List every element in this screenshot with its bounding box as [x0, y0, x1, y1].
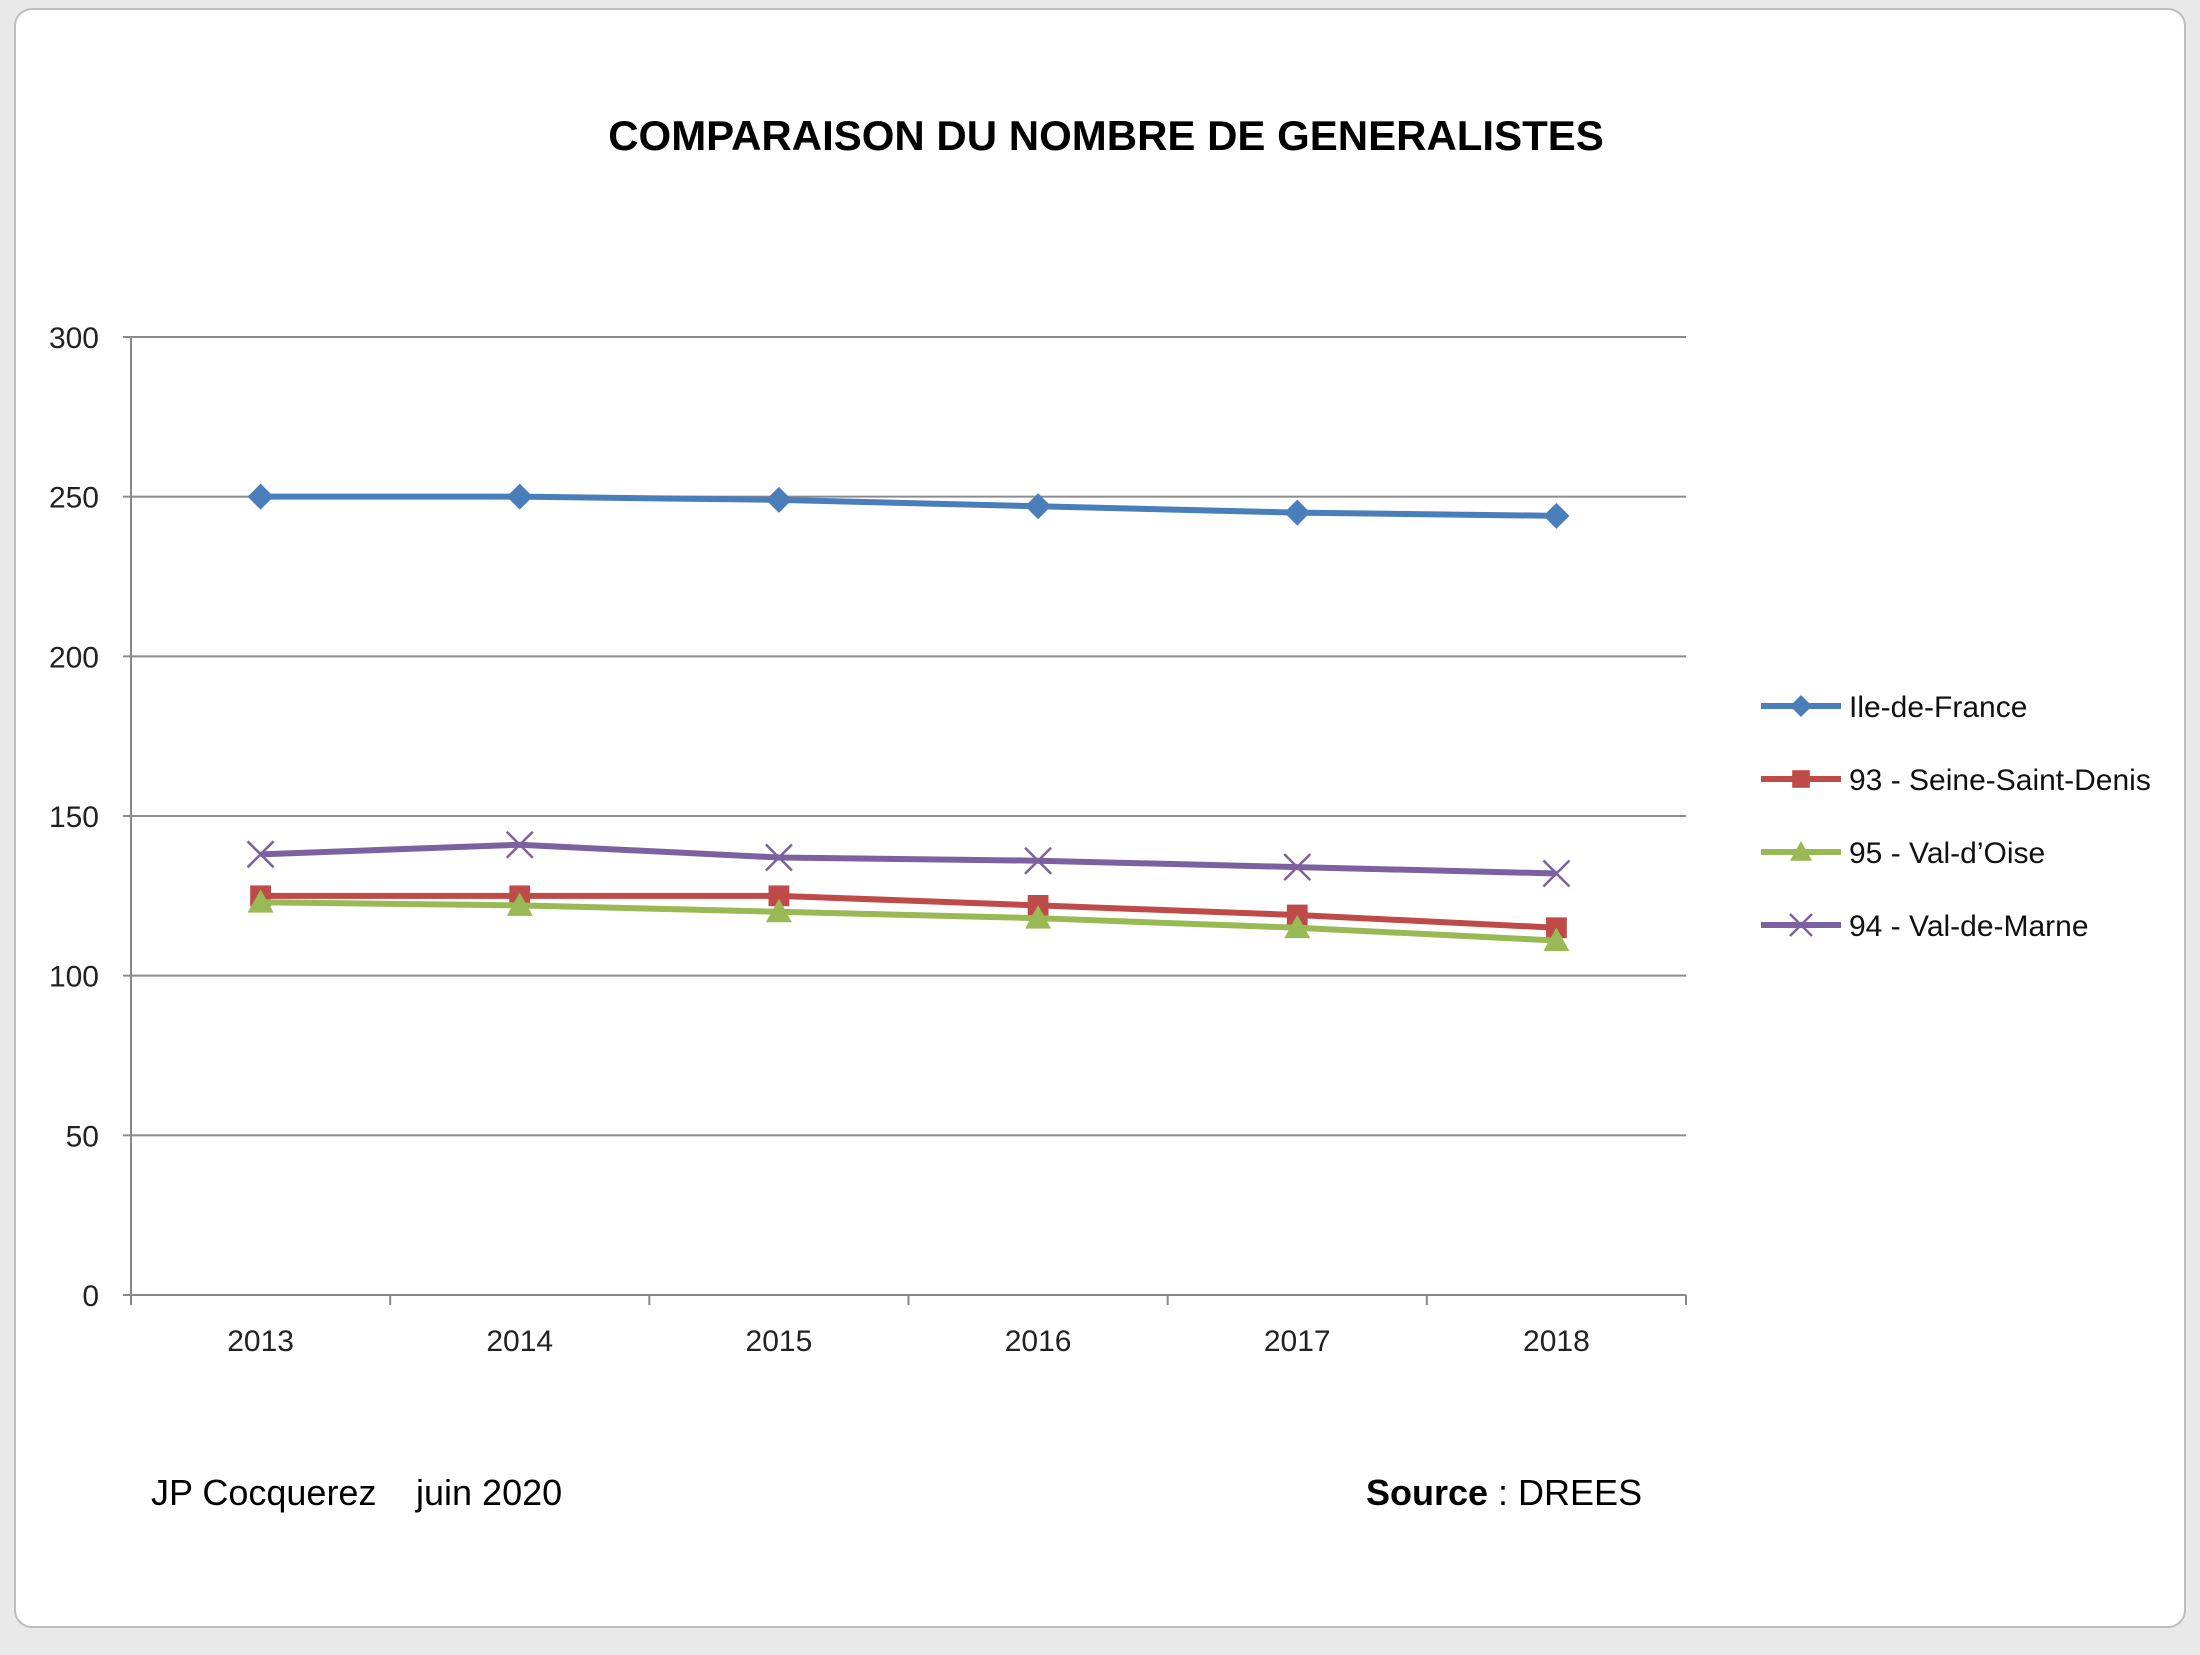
legend-item-2: 95 - Val-d’Oise: [1761, 837, 2045, 870]
marker-x-stroke: [1789, 913, 1813, 937]
marker-diamond: [765, 486, 792, 513]
axes: 0 50 100 150 200 250 300 2013 2014 2015 2016 2017 20…: [49, 322, 1687, 1358]
marker-square: [1792, 770, 1810, 788]
footer-date: juin 2020: [415, 1472, 562, 1513]
marker-x: [1789, 913, 1813, 937]
series-2: [247, 889, 1570, 951]
y-tick-label: 200: [49, 641, 99, 674]
legend-item-3: 94 - Val-de-Marne: [1761, 910, 2089, 943]
series-3: [246, 830, 1571, 888]
series-line: [260, 899, 1557, 944]
marker-triangle: [765, 898, 792, 923]
marker-x: [1542, 859, 1571, 888]
marker-diamond: [247, 483, 274, 510]
y-tick-label: 150: [49, 801, 99, 834]
marker-triangle: [506, 892, 533, 916]
marker-x: [1283, 853, 1312, 881]
footer-source-value: : DREES: [1488, 1472, 1642, 1513]
y-tick-label: 0: [82, 1280, 99, 1313]
marker-triangle: [1025, 905, 1052, 929]
y-tick-label: 300: [49, 322, 99, 355]
x-tick-label: 2017: [1264, 1325, 1331, 1358]
line-chart: COMPARAISON DU NOMBRE DE GENERALISTES 0 5…: [49, 112, 2151, 1513]
marker-x-stroke: [246, 840, 275, 869]
legend: Ile-de-France 93 - Seine-Saint-Denis 95 - …: [1761, 691, 2151, 943]
marker-triangle: [1284, 914, 1311, 939]
gridlines: [123, 336, 1686, 1296]
legend-label: 94 - Val-de-Marne: [1849, 910, 2089, 943]
footer-source: Source : DREES: [1366, 1472, 1642, 1513]
series-line: [260, 841, 1557, 877]
y-tick-label: 250: [49, 482, 99, 515]
marker-triangle: [1790, 841, 1812, 861]
y-tick-label: 50: [66, 1120, 99, 1153]
legend-item-0: Ile-de-France: [1761, 691, 2027, 724]
marker-x-stroke: [1542, 859, 1571, 888]
legend-label: Ile-de-France: [1849, 691, 2027, 724]
marker-x: [246, 840, 275, 869]
x-tick-label: 2018: [1523, 1325, 1590, 1358]
marker-diamond: [506, 483, 533, 510]
marker-diamond: [1543, 502, 1570, 529]
chart-frame: COMPARAISON DU NOMBRE DE GENERALISTES 0 5…: [14, 8, 2186, 1628]
series-line: [260, 892, 1557, 931]
marker-x-stroke: [1283, 853, 1312, 881]
x-tick-label: 2015: [746, 1325, 813, 1358]
footer-author: JP Cocquerez: [151, 1472, 376, 1513]
series-0: [247, 483, 1570, 529]
marker-x: [1024, 846, 1052, 875]
marker-diamond: [1284, 499, 1311, 526]
series-layer: [246, 483, 1571, 951]
marker-x-stroke: [505, 830, 534, 859]
footer-source-label: Source: [1366, 1472, 1488, 1513]
marker-x: [765, 843, 793, 872]
x-tick-label: 2013: [227, 1325, 294, 1358]
legend-label: 93 - Seine-Saint-Denis: [1849, 764, 2151, 797]
marker-triangle: [247, 889, 274, 913]
marker-x-stroke: [1024, 846, 1052, 875]
marker-square: [768, 885, 790, 907]
y-tick-label: 100: [49, 961, 99, 994]
x-tick-label: 2014: [486, 1325, 553, 1358]
legend-label: 95 - Val-d’Oise: [1849, 837, 2045, 870]
chart-title: COMPARAISON DU NOMBRE DE GENERALISTES: [608, 112, 1604, 159]
x-tick-label: 2016: [1005, 1325, 1072, 1358]
marker-triangle: [1543, 927, 1570, 951]
marker-x-stroke: [765, 843, 793, 872]
series-line: [260, 493, 1557, 519]
marker-diamond: [1025, 493, 1052, 520]
marker-diamond: [1790, 695, 1812, 717]
legend-item-1: 93 - Seine-Saint-Denis: [1761, 764, 2151, 797]
marker-x: [505, 830, 534, 859]
